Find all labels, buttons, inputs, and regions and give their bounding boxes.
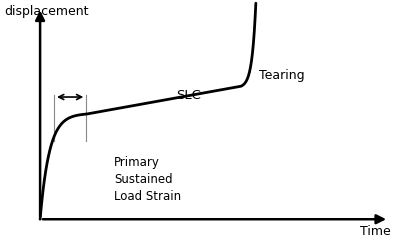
Text: Time: Time xyxy=(360,225,391,238)
Text: Tearing: Tearing xyxy=(259,69,304,82)
Text: Primary
Sustained
Load Strain: Primary Sustained Load Strain xyxy=(114,156,181,203)
Text: SLC: SLC xyxy=(176,89,201,102)
Text: displacement: displacement xyxy=(4,5,89,18)
